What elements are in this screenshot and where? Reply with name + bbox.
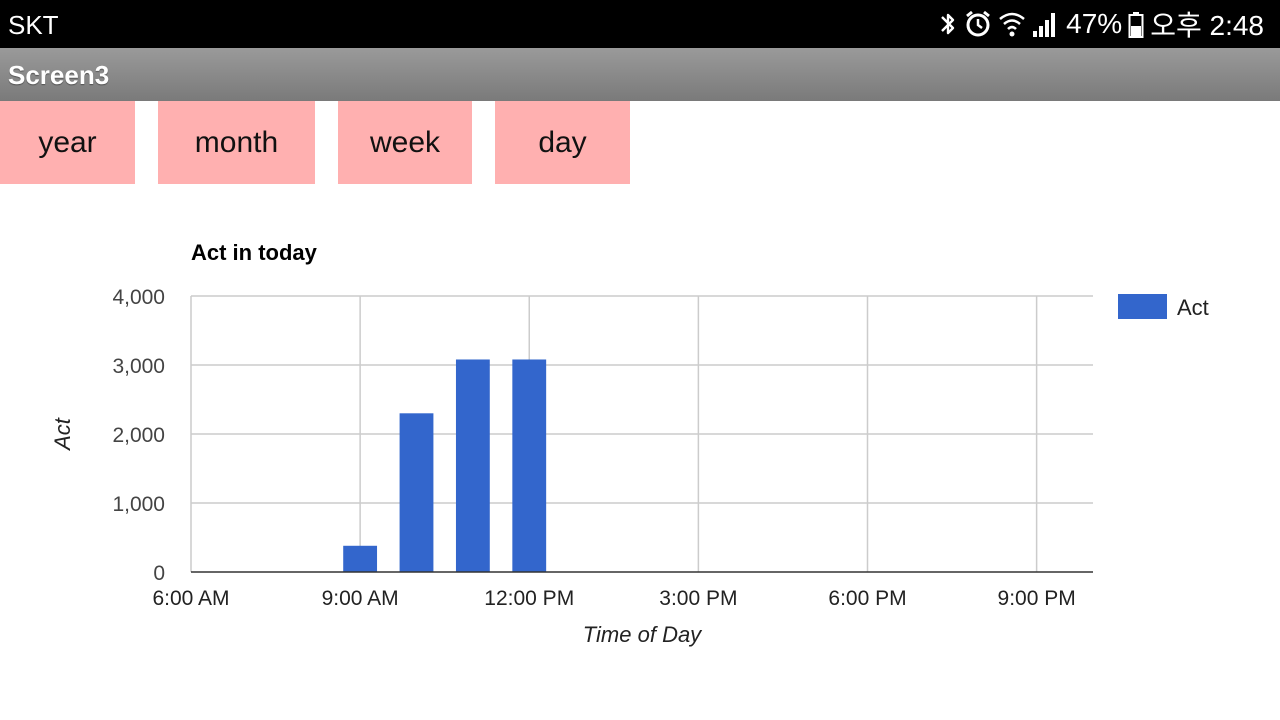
clock-time: 오후 2:48	[1150, 10, 1264, 41]
title-bar: Screen3	[0, 48, 1280, 101]
signal-icon	[1032, 9, 1058, 39]
y-tick-label: 1,000	[112, 493, 165, 516]
x-tick-label: 9:00 AM	[322, 587, 399, 610]
page-title: Screen3	[8, 60, 110, 90]
month-button[interactable]: month	[158, 101, 315, 184]
x-tick-label: 6:00 AM	[152, 587, 229, 610]
carrier-name: SKT	[8, 10, 59, 40]
bar	[399, 413, 434, 572]
chart-title: Act in today	[191, 240, 318, 265]
x-tick-label: 6:00 PM	[828, 587, 906, 610]
y-tick-label: 4,000	[112, 286, 165, 309]
wifi-icon	[998, 9, 1026, 39]
y-tick-label: 0	[153, 562, 165, 585]
alarm-icon	[964, 9, 992, 39]
legend-label: Act	[1177, 295, 1209, 320]
week-button[interactable]: week	[338, 101, 472, 184]
status-bar: SKT 47% 오후 2:48	[0, 0, 1280, 48]
legend-swatch	[1118, 294, 1167, 319]
status-icons: 47% 오후 2:48	[938, 8, 1264, 41]
y-tick-label: 3,000	[112, 355, 165, 378]
x-axis-title: Time of Day	[583, 622, 703, 647]
y-axis-title: Act	[50, 417, 75, 452]
battery-icon	[1128, 9, 1144, 39]
bar	[455, 359, 490, 572]
x-tick-label: 9:00 PM	[998, 587, 1076, 610]
x-tick-label: 12:00 PM	[484, 587, 574, 610]
battery-percent: 47%	[1066, 8, 1123, 39]
day-button[interactable]: day	[495, 101, 630, 184]
bar	[512, 359, 547, 572]
bluetooth-icon	[938, 9, 958, 39]
year-button[interactable]: year	[0, 101, 135, 184]
bar	[343, 545, 378, 572]
act-chart: Act in today 0 1,000 2,000 3,000 4,000 6:00 …	[50, 240, 1209, 647]
y-tick-label: 2,000	[112, 424, 165, 447]
x-tick-label: 3:00 PM	[659, 587, 737, 610]
